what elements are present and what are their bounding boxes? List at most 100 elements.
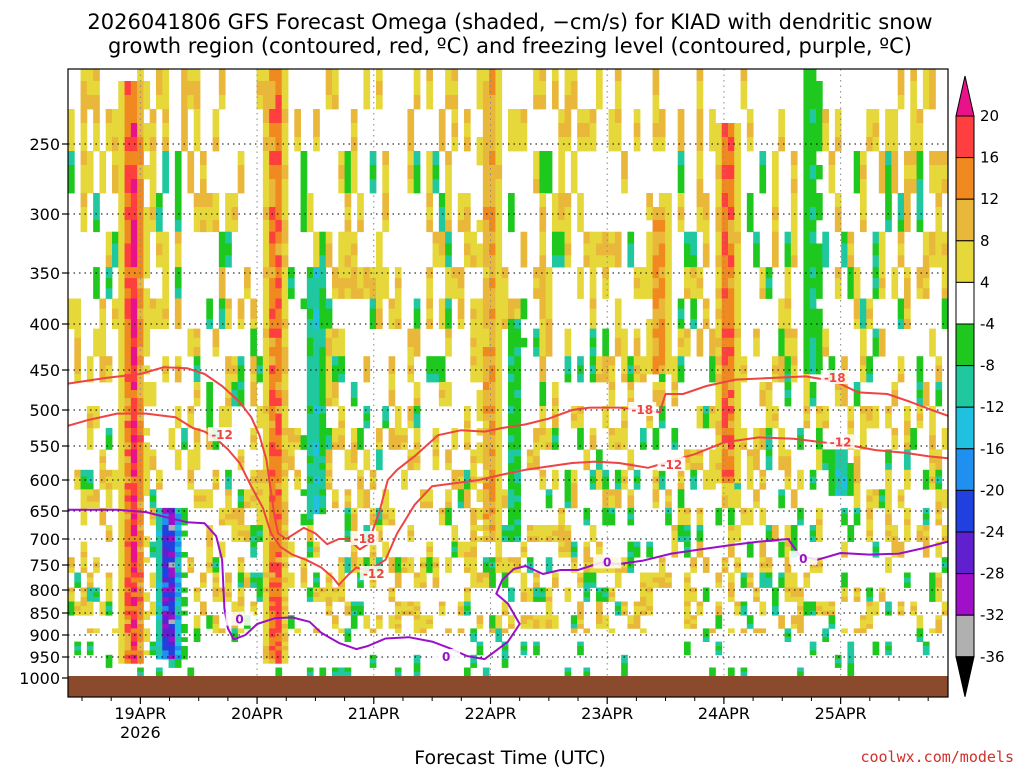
omega-cell xyxy=(753,449,760,457)
omega-cell xyxy=(589,428,597,436)
omega-cell xyxy=(288,442,295,450)
omega-cell xyxy=(602,347,609,357)
omega-cell xyxy=(388,398,396,407)
omega-cell xyxy=(118,632,125,638)
omega-cell xyxy=(149,109,157,124)
omega-cell xyxy=(690,469,697,477)
omega-cell xyxy=(149,463,157,471)
omega-cell xyxy=(332,81,339,96)
omega-cell xyxy=(778,365,785,375)
omega-cell xyxy=(828,606,836,612)
omega-cell xyxy=(816,318,823,329)
omega-cell xyxy=(784,483,792,490)
omega-cell xyxy=(803,398,811,407)
omega-cell xyxy=(520,624,528,629)
omega-cell xyxy=(614,109,622,124)
omega-cell xyxy=(853,449,861,457)
omega-cell xyxy=(413,582,421,588)
omega-cell xyxy=(363,456,371,464)
omega-cell xyxy=(445,95,452,110)
omega-cell xyxy=(847,278,855,289)
omega-cell xyxy=(847,267,855,279)
omega-cell xyxy=(809,81,817,96)
omega-cell xyxy=(112,109,119,124)
omega-cell xyxy=(495,413,503,422)
omega-cell xyxy=(822,632,829,638)
omega-cell xyxy=(218,519,226,526)
omega-cell xyxy=(621,413,628,422)
omega-cell xyxy=(256,469,264,477)
omega-cell xyxy=(658,347,666,357)
omega-cell xyxy=(269,219,276,233)
omega-cell xyxy=(929,449,936,457)
omega-cell xyxy=(476,641,484,647)
omega-cell xyxy=(413,347,421,357)
omega-cell xyxy=(130,601,138,607)
omega-cell xyxy=(438,356,446,366)
omega-cell xyxy=(206,413,213,422)
omega-cell xyxy=(809,483,817,490)
omega-cell xyxy=(772,530,779,537)
omega-cell xyxy=(376,267,383,279)
omega-cell xyxy=(778,546,785,553)
omega-cell xyxy=(935,398,943,407)
omega-cell xyxy=(803,356,811,366)
omega-cell xyxy=(677,337,685,348)
omega-cell xyxy=(118,406,125,414)
omega-cell xyxy=(482,69,490,82)
omega-cell xyxy=(118,308,125,320)
omega-cell xyxy=(489,530,496,537)
omega-cell xyxy=(325,428,333,436)
omega-cell xyxy=(929,69,936,82)
omega-cell xyxy=(426,495,433,503)
omega-cell xyxy=(394,582,402,588)
colorbar-segment xyxy=(955,448,975,491)
omega-cell xyxy=(476,255,484,268)
omega-cell xyxy=(728,298,735,310)
omega-cell xyxy=(269,596,276,602)
omega-cell xyxy=(99,483,107,490)
omega-cell xyxy=(841,592,848,598)
omega-cell xyxy=(545,530,553,537)
credit-text[interactable]: coolwx.com/models xyxy=(860,748,1014,766)
omega-cell xyxy=(181,81,188,96)
omega-cell xyxy=(344,179,352,194)
omega-cell xyxy=(124,382,132,391)
x-tick-sublabel: 2026 xyxy=(120,723,161,742)
omega-cell xyxy=(564,207,572,221)
omega-cell xyxy=(80,592,88,598)
omega-cell xyxy=(181,530,188,537)
omega-cell xyxy=(306,489,314,496)
omega-cell xyxy=(684,541,691,548)
omega-cell xyxy=(476,308,484,320)
omega-cell xyxy=(696,507,704,515)
omega-cell xyxy=(885,519,892,526)
omega-cell xyxy=(589,109,597,124)
omega-cell xyxy=(564,123,572,138)
omega-cell xyxy=(206,552,213,558)
omega-cell xyxy=(225,489,232,496)
omega-cell xyxy=(501,577,509,583)
omega-cell xyxy=(589,231,597,244)
omega-cell xyxy=(281,123,289,138)
omega-cell xyxy=(640,428,647,436)
omega-cell xyxy=(640,606,647,612)
omega-cell xyxy=(690,449,697,457)
omega-cell xyxy=(885,501,892,509)
omega-cell xyxy=(602,328,609,339)
omega-cell xyxy=(790,347,798,357)
omega-cell xyxy=(508,557,515,563)
colorbar-tick-label: -24 xyxy=(980,523,1005,541)
omega-cell xyxy=(294,483,301,490)
omega-cell xyxy=(275,650,283,656)
omega-cell xyxy=(74,610,81,616)
omega-cell xyxy=(300,489,308,496)
omega-cell xyxy=(495,288,503,299)
omega-cell xyxy=(489,577,496,583)
omega-cell xyxy=(363,365,371,375)
omega-cell xyxy=(784,456,792,464)
omega-cell xyxy=(269,606,276,612)
omega-cell xyxy=(363,557,371,563)
omega-cell xyxy=(633,337,641,348)
omega-cell xyxy=(577,374,584,383)
